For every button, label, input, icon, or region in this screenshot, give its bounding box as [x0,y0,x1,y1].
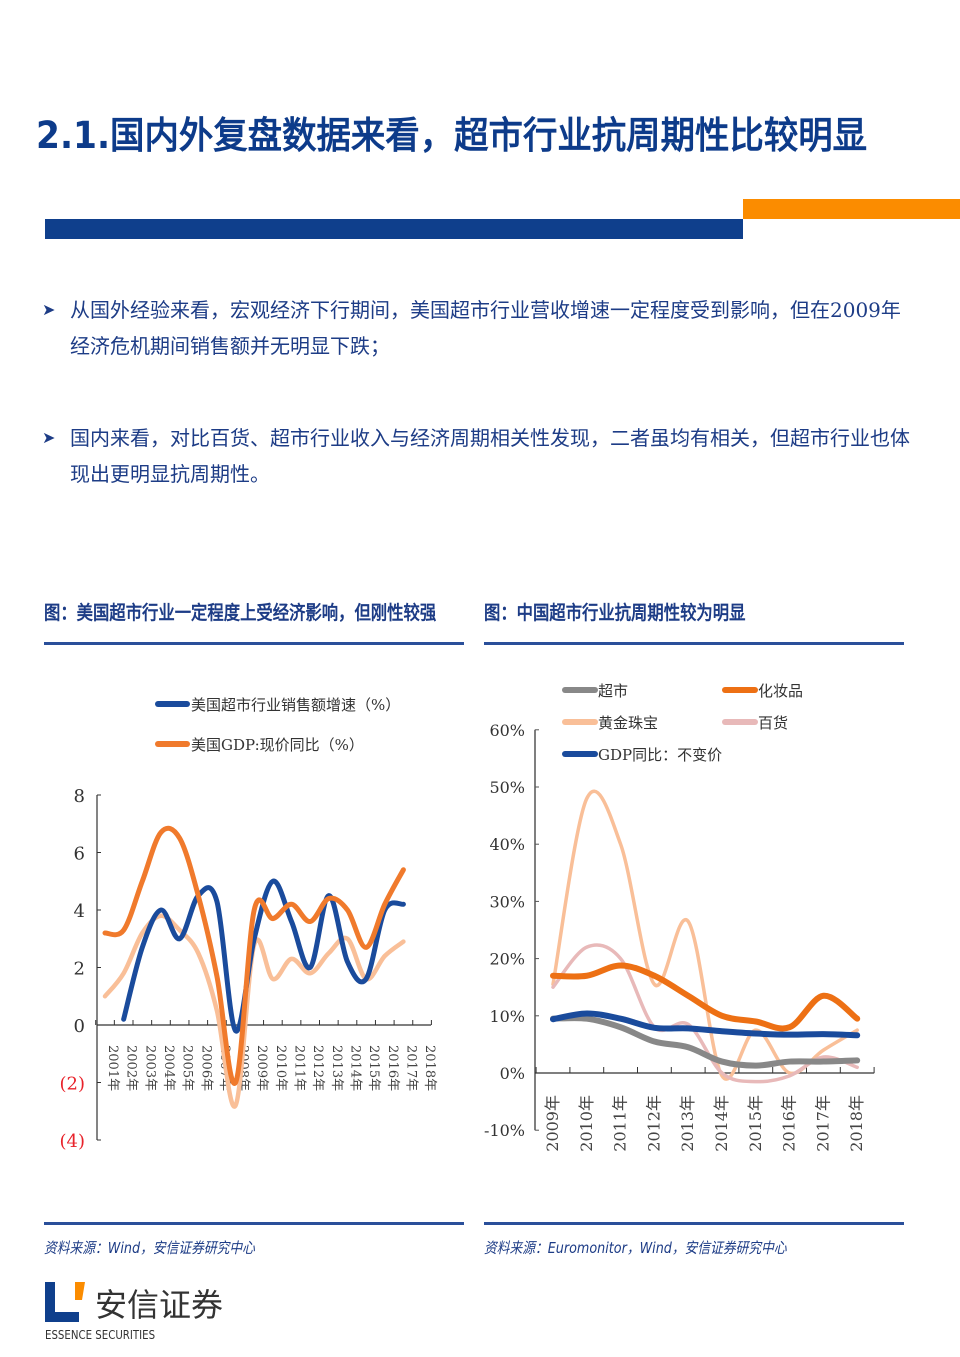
series-line [551,943,859,1084]
x-tick-label: 2017年 [813,1095,832,1152]
x-tick-label: 2016年 [385,1045,400,1091]
y-tick-label: 30% [489,892,525,911]
logo-mark-icon [45,1282,85,1322]
series-line [551,789,859,1081]
logo-cn-text: 安信证券 [95,1286,224,1324]
bullet-item: ➤ 国内来看，对比百货、超市行业收入与经济周期相关性发现，二者虽均有相关，但超市… [42,420,912,500]
x-tick-label: 2015年 [366,1045,381,1091]
x-tick-label: 2011年 [611,1095,630,1152]
series-line [550,962,861,1032]
legend-label: 黄金珠宝 [598,714,658,732]
x-tick-label: 2011年 [292,1045,307,1091]
header-blue-bar [45,219,743,239]
legend-label: 美国GDP:现价同比（%） [191,736,364,754]
chart-china-supermarket: 60% 50% 40% 30% 20% 10% 0% -10% 2009年 2010年 2011年 2… [484,682,875,1152]
figure-rule [44,642,464,645]
legend-label: 化妆品 [758,682,803,700]
x-tick-label: 2002年 [124,1045,139,1091]
x-tick-label: 2010年 [577,1095,596,1152]
bullet-text: 国内来看，对比百货、超市行业收入与经济周期相关性发现，二者虽均有相关，但超市行业… [70,426,910,486]
y-tick-label: 50% [489,778,525,797]
x-tick-label: 2001年 [105,1045,120,1091]
legend-label: 美国超市行业销售额增速（%） [191,696,400,714]
arrow-right-icon: ➤ [42,428,56,447]
source-left: 资料来源：Wind，安信证券研究中心 [44,1239,255,1257]
y-tick-label: 2 [74,959,85,980]
source-rule [484,1222,904,1225]
series-line [121,878,406,1034]
y-tick-label: 0% [500,1064,525,1083]
x-tick-label: 2006年 [198,1045,213,1091]
x-tick-label: 2018年 [847,1095,866,1152]
legend-label: 百货 [758,714,788,732]
source-rule [44,1222,464,1225]
bullet-item: ➤ 从国外经验来看，宏观经济下行期间，美国超市行业营收增速一定程度受到影响，但在… [42,292,912,372]
chart-us-supermarket: 8 6 4 2 0 (2) (4) 2001年 2002年 2003年 2004年 2005年 2006… [60,696,438,1152]
y-tick-label: (4) [60,1131,86,1152]
x-tick-label: 2017年 [403,1045,418,1091]
y-tick-label: 0 [74,1016,85,1037]
header-orange-bar [743,199,960,219]
series-line [550,1015,861,1069]
y-tick-label: 40% [489,835,525,854]
page-title: 2.1.国内外复盘数据来看，超市行业抗周期性比较明显 [36,114,868,157]
series-line [550,1010,861,1039]
legend-label: GDP同比：不变价 [598,746,722,764]
x-tick-label: 2012年 [644,1095,663,1152]
x-tick-label: 2010年 [273,1045,288,1091]
y-tick-label: 60% [489,721,525,740]
y-tick-label: (2) [60,1074,86,1095]
series-line [102,825,406,1086]
x-tick-label: 2013年 [678,1095,697,1152]
company-logo: 安信证券 ESSENCE SECURITIES [45,1278,245,1353]
y-tick-label: -10% [484,1121,525,1140]
x-tick-label: 2018年 [422,1045,437,1091]
figure-title-left: 图：美国超市行业一定程度上受经济影响，但刚性较强 [44,602,437,624]
x-tick-label: 2005年 [180,1045,195,1091]
x-tick-label: 2004年 [161,1045,176,1091]
logo-en-text: ESSENCE SECURITIES [45,1328,156,1342]
x-tick-label: 2009年 [254,1045,269,1091]
x-tick-label: 2016年 [780,1095,799,1152]
y-tick-label: 4 [74,901,85,922]
figure-rule [484,642,904,645]
legend-label: 超市 [598,682,628,700]
x-tick-label: 2015年 [746,1095,765,1152]
y-tick-label: 10% [489,1007,525,1026]
source-right: 资料来源：Euromonitor，Wind，安信证券研究中心 [484,1239,787,1257]
bullet-text: 从国外经验来看，宏观经济下行期间，美国超市行业营收增速一定程度受到影响，但在20… [70,298,901,358]
y-tick-label: 6 [74,844,85,865]
x-tick-label: 2009年 [543,1095,562,1152]
x-tick-label: 2012年 [310,1045,325,1091]
y-tick-label: 8 [74,786,85,807]
x-tick-label: 2013年 [329,1045,344,1091]
figure-title-right: 图：中国超市行业抗周期性较为明显 [484,602,746,624]
x-tick-label: 2014年 [347,1045,362,1091]
x-tick-label: 2014年 [712,1095,731,1152]
y-tick-label: 20% [489,950,525,969]
arrow-right-icon: ➤ [42,300,56,319]
x-tick-label: 2003年 [142,1045,157,1091]
